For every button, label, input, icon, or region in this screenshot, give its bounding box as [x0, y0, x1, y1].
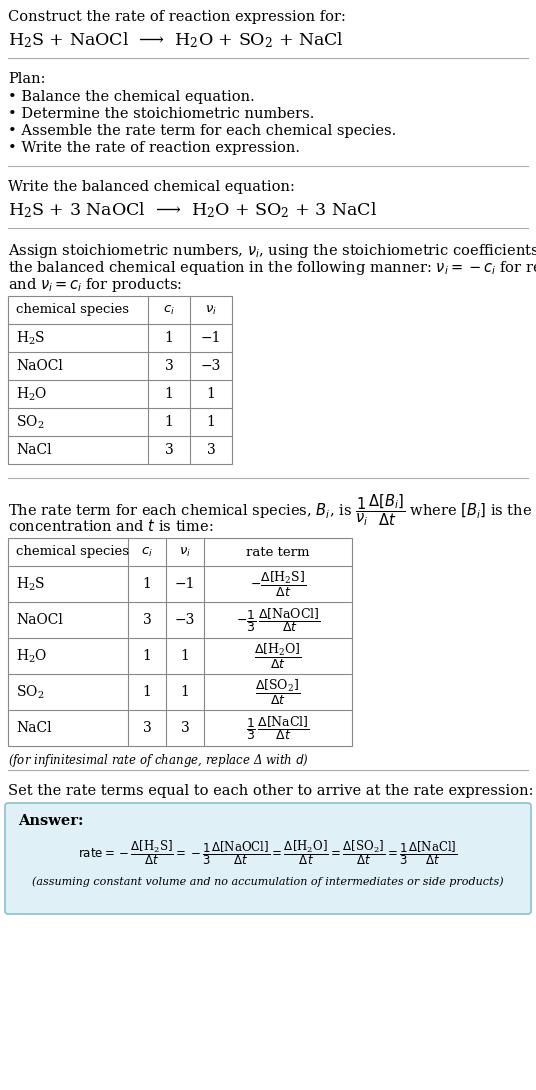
Text: $\dfrac{\Delta[\mathregular{H_2O}]}{\Delta t}$: $\dfrac{\Delta[\mathregular{H_2O}]}{\Del…	[254, 642, 302, 670]
Text: $\mathregular{SO_2}$: $\mathregular{SO_2}$	[16, 683, 44, 701]
Text: NaOCl: NaOCl	[16, 359, 63, 373]
Text: (assuming constant volume and no accumulation of intermediates or side products): (assuming constant volume and no accumul…	[32, 876, 504, 886]
Text: 1: 1	[165, 387, 174, 401]
Text: $-\dfrac{1}{3}\,\dfrac{\Delta[\mathregular{NaOCl}]}{\Delta t}$: $-\dfrac{1}{3}\,\dfrac{\Delta[\mathregul…	[236, 606, 321, 634]
Text: 3: 3	[165, 443, 173, 457]
Text: • Balance the chemical equation.: • Balance the chemical equation.	[8, 90, 255, 104]
Text: NaCl: NaCl	[16, 720, 51, 735]
Text: 1: 1	[181, 649, 189, 663]
Text: $\mathregular{H_2S}$ + 3 NaOCl  ⟶  $\mathregular{H_2O}$ + $\mathregular{SO_2}$ +: $\mathregular{H_2S}$ + 3 NaOCl ⟶ $\mathr…	[8, 199, 377, 220]
Text: chemical species: chemical species	[16, 303, 129, 316]
Text: 1: 1	[143, 685, 152, 699]
Text: 1: 1	[143, 577, 152, 591]
Text: The rate term for each chemical species, $B_i$, is $\dfrac{1}{\nu_i}\dfrac{\Delt: The rate term for each chemical species,…	[8, 492, 536, 528]
Text: $\mathregular{H_2S}$: $\mathregular{H_2S}$	[16, 576, 46, 593]
Bar	[8, 296, 232, 464]
Text: 1: 1	[143, 649, 152, 663]
Text: NaCl: NaCl	[16, 443, 51, 457]
Text: $\dfrac{\Delta[\mathregular{SO_2}]}{\Delta t}$: $\dfrac{\Delta[\mathregular{SO_2}]}{\Del…	[256, 678, 301, 706]
Text: $\mathrm{rate} = -\dfrac{\Delta[\mathregular{H_2S}]}{\Delta t} = -\dfrac{1}{3}\d: $\mathrm{rate} = -\dfrac{\Delta[\mathreg…	[78, 838, 458, 867]
Text: 1: 1	[165, 415, 174, 429]
Text: 1: 1	[206, 415, 215, 429]
Text: $\mathregular{H_2O}$: $\mathregular{H_2O}$	[16, 385, 47, 402]
Text: $c_i$: $c_i$	[163, 303, 175, 316]
Text: $\nu_i$: $\nu_i$	[205, 303, 217, 316]
Text: 3: 3	[165, 359, 173, 373]
Text: −1: −1	[175, 577, 195, 591]
Text: 1: 1	[165, 331, 174, 346]
Text: 3: 3	[206, 443, 215, 457]
Text: −1: −1	[201, 331, 221, 346]
Text: Construct the rate of reaction expression for:: Construct the rate of reaction expressio…	[8, 10, 346, 24]
Text: $\mathregular{H_2S}$: $\mathregular{H_2S}$	[16, 329, 46, 347]
Text: 1: 1	[206, 387, 215, 401]
Text: chemical species: chemical species	[16, 545, 129, 558]
Text: −3: −3	[175, 613, 195, 627]
Text: Answer:: Answer:	[18, 814, 84, 828]
Text: $\mathregular{H_2S}$ + NaOCl  ⟶  $\mathregular{H_2O}$ + $\mathregular{SO_2}$ + N: $\mathregular{H_2S}$ + NaOCl ⟶ $\mathreg…	[8, 31, 344, 50]
Text: Write the balanced chemical equation:: Write the balanced chemical equation:	[8, 180, 295, 194]
Text: rate term: rate term	[246, 545, 310, 558]
Text: $\nu_i$: $\nu_i$	[179, 545, 191, 558]
Text: NaOCl: NaOCl	[16, 613, 63, 627]
Text: the balanced chemical equation in the following manner: $\nu_i = -c_i$ for react: the balanced chemical equation in the fo…	[8, 259, 536, 277]
Text: Assign stoichiometric numbers, $\nu_i$, using the stoichiometric coefficients, $: Assign stoichiometric numbers, $\nu_i$, …	[8, 242, 536, 261]
Text: 3: 3	[181, 720, 189, 735]
Text: $\mathregular{SO_2}$: $\mathregular{SO_2}$	[16, 413, 44, 431]
Text: $-\dfrac{\Delta[\mathregular{H_2S}]}{\Delta t}$: $-\dfrac{\Delta[\mathregular{H_2S}]}{\De…	[250, 569, 306, 598]
Text: • Determine the stoichiometric numbers.: • Determine the stoichiometric numbers.	[8, 107, 315, 121]
Text: $\dfrac{1}{3}\,\dfrac{\Delta[\mathregular{NaCl}]}{\Delta t}$: $\dfrac{1}{3}\,\dfrac{\Delta[\mathregula…	[246, 714, 310, 742]
Text: concentration and $t$ is time:: concentration and $t$ is time:	[8, 518, 213, 534]
Text: (for infinitesimal rate of change, replace Δ with $d$): (for infinitesimal rate of change, repla…	[8, 752, 309, 770]
Text: • Assemble the rate term for each chemical species.: • Assemble the rate term for each chemic…	[8, 124, 396, 138]
Text: 1: 1	[181, 685, 189, 699]
Text: and $\nu_i = c_i$ for products:: and $\nu_i = c_i$ for products:	[8, 276, 182, 294]
Text: $\mathregular{H_2O}$: $\mathregular{H_2O}$	[16, 647, 47, 665]
Text: • Write the rate of reaction expression.: • Write the rate of reaction expression.	[8, 141, 300, 155]
Text: Set the rate terms equal to each other to arrive at the rate expression:: Set the rate terms equal to each other t…	[8, 784, 533, 798]
Text: Plan:: Plan:	[8, 72, 46, 86]
FancyBboxPatch shape	[5, 803, 531, 915]
Text: 3: 3	[143, 613, 151, 627]
Bar	[8, 538, 352, 746]
Text: $c_i$: $c_i$	[141, 545, 153, 558]
Text: −3: −3	[201, 359, 221, 373]
Text: 3: 3	[143, 720, 151, 735]
